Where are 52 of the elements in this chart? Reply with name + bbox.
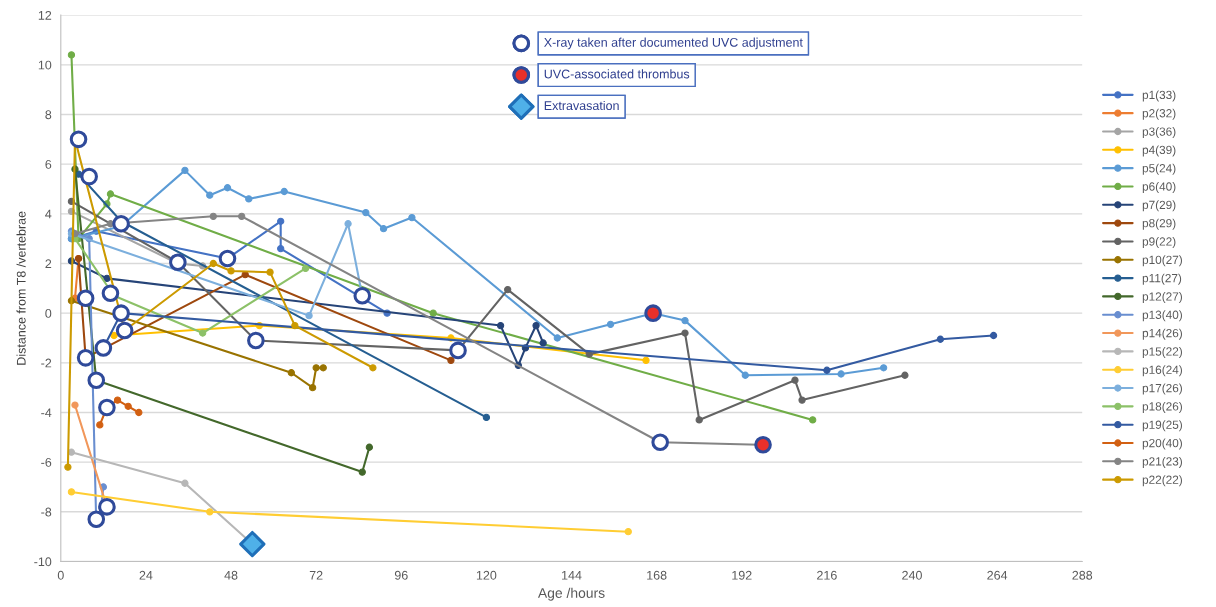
legend-label: p1(33) [1142, 90, 1176, 102]
legend-label: p20(40) [1142, 438, 1182, 450]
legend-label: p11(27) [1142, 273, 1182, 285]
legend-label: p9(22) [1142, 237, 1176, 249]
y-tick-label: 2 [45, 259, 52, 269]
x-tick-label: 264 [987, 570, 1008, 580]
y-tick-label: -4 [41, 408, 52, 418]
legend-label: p7(29) [1142, 200, 1176, 212]
y-axis-title: Distance from T8 /vertebrae [16, 211, 26, 365]
x-tick-label: 0 [57, 570, 64, 580]
legend-label: p8(29) [1142, 218, 1176, 230]
y-tick-label: 6 [45, 159, 52, 169]
x-tick-label: 192 [732, 570, 752, 580]
x-tick-label: 48 [224, 570, 238, 580]
legend-label: p22(22) [1142, 475, 1182, 487]
x-tick-label: 24 [139, 570, 153, 580]
x-tick-label: 216 [817, 570, 837, 580]
legend-label: p17(26) [1142, 383, 1182, 395]
legend-label: p18(26) [1142, 401, 1182, 413]
legend-label: p16(24) [1142, 365, 1182, 377]
legend-label: p10(27) [1142, 255, 1182, 267]
y-tick-label: 12 [38, 10, 52, 20]
y-tick-label: 4 [45, 209, 52, 219]
y-tick-label: 10 [38, 60, 52, 70]
y-tick-label: -2 [41, 358, 52, 368]
legend-label: UVC-associated thrombus [544, 69, 690, 79]
legend-label: p14(26) [1142, 328, 1182, 340]
x-tick-label: 120 [476, 570, 497, 580]
x-tick-label: 168 [647, 570, 667, 580]
legend-label: p6(40) [1142, 182, 1176, 194]
legend-label: p21(23) [1142, 456, 1182, 468]
legend-label: p5(24) [1142, 163, 1176, 175]
x-tick-label: 240 [902, 570, 922, 580]
y-tick-label: -6 [41, 457, 52, 467]
y-tick-label: -8 [41, 507, 52, 517]
legend-label: p2(32) [1142, 108, 1176, 120]
legend-label: Extravasation [544, 100, 619, 111]
legend-label: p19(25) [1142, 420, 1182, 432]
y-tick-label: 8 [45, 110, 52, 120]
legend-label: p13(40) [1142, 310, 1182, 322]
legend-label: X-ray taken after documented UVC adjustment [544, 37, 803, 50]
y-tick-label: 0 [45, 308, 52, 318]
legend-label: p15(22) [1142, 346, 1182, 358]
legend-label: p3(36) [1142, 127, 1176, 139]
x-tick-label: 96 [394, 570, 408, 580]
legend-label: p4(39) [1142, 145, 1176, 157]
x-axis-title: Age /hours [537, 587, 605, 601]
y-tick-label: -10 [34, 557, 52, 567]
legend-label: p12(27) [1142, 291, 1182, 303]
x-tick-label: 144 [562, 570, 582, 580]
x-tick-label: 288 [1072, 570, 1093, 580]
x-tick-label: 72 [309, 570, 323, 580]
